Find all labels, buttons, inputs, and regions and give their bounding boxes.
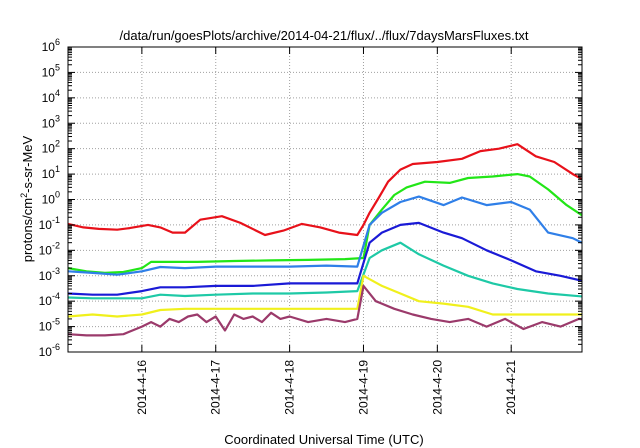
y-axis-label: protons/cm2-s-sr-MeV bbox=[19, 135, 35, 262]
y-tick-label-base: 10 bbox=[39, 243, 53, 257]
y-tick-label: 104 bbox=[42, 88, 60, 105]
x-tick-label: 2014-4-21 bbox=[504, 360, 518, 415]
y-tick-label-base: 10 bbox=[42, 116, 56, 130]
y-tick-label-base: 10 bbox=[42, 167, 56, 181]
y-tick-label-base: 10 bbox=[42, 142, 56, 156]
series-line-3 bbox=[68, 195, 582, 276]
chart-title: /data/run/goesPlots/archive/2014-04-21/f… bbox=[120, 28, 529, 43]
y-tick-label-base: 10 bbox=[42, 91, 56, 105]
y-tick-label-base: 10 bbox=[39, 218, 53, 232]
y-tick-label-exp: 2 bbox=[55, 139, 60, 149]
x-axis-label: Coordinated Universal Time (UTC) bbox=[224, 432, 423, 447]
x-tick-label: 2014-4-16 bbox=[135, 360, 149, 415]
y-tick-label-exp: 6 bbox=[55, 37, 60, 47]
y-tick-label-exp: 0 bbox=[55, 190, 60, 200]
y-tick-label-exp: 4 bbox=[55, 88, 60, 98]
y-tick-label-exp: 1 bbox=[55, 164, 60, 174]
series-line-4 bbox=[68, 221, 582, 296]
x-tick-label: 2014-4-17 bbox=[209, 360, 223, 415]
y-tick-label-base: 10 bbox=[42, 193, 56, 207]
y-axis-label-base: protons/cm bbox=[20, 198, 35, 262]
y-tick-label-exp: 5 bbox=[55, 62, 60, 72]
series-line-5 bbox=[68, 241, 582, 300]
y-tick-label: 10-4 bbox=[39, 291, 60, 308]
y-tick-label: 103 bbox=[42, 113, 60, 130]
y-tick-label: 101 bbox=[42, 164, 60, 181]
y-tick-label: 10-1 bbox=[39, 215, 60, 232]
y-tick-label: 10-5 bbox=[39, 317, 60, 334]
y-tick-label-exp: -5 bbox=[52, 317, 60, 327]
x-tick-label: 2014-4-20 bbox=[430, 360, 444, 415]
y-axis-label-rest: -s-sr-MeV bbox=[20, 135, 35, 192]
series-line-6 bbox=[68, 274, 582, 318]
y-tick-label: 100 bbox=[42, 190, 60, 207]
y-axis-label-sup: 2 bbox=[19, 193, 29, 198]
y-tick-label-exp: 3 bbox=[55, 113, 60, 123]
series-line-1 bbox=[68, 143, 582, 237]
x-tick-label: 2014-4-18 bbox=[283, 360, 297, 415]
y-tick-label-base: 10 bbox=[39, 294, 53, 308]
y-tick-label-exp: -1 bbox=[52, 215, 60, 225]
y-tick-label-base: 10 bbox=[39, 269, 53, 283]
y-tick-label-exp: -4 bbox=[52, 291, 60, 301]
series-group bbox=[68, 143, 582, 337]
y-tick-label-base: 10 bbox=[42, 65, 56, 79]
grid bbox=[68, 47, 582, 352]
y-tick-label: 106 bbox=[42, 37, 60, 54]
plot-frame bbox=[67, 46, 583, 353]
y-tick-label-exp: -6 bbox=[52, 342, 60, 352]
y-tick-label: 105 bbox=[42, 62, 60, 79]
y-tick-label-base: 10 bbox=[42, 40, 56, 54]
y-tick-label: 10-6 bbox=[39, 342, 60, 359]
y-tick-label: 102 bbox=[42, 139, 60, 156]
y-tick-label-exp: -2 bbox=[52, 240, 60, 250]
series-line-7 bbox=[68, 284, 582, 337]
y-tick-label-base: 10 bbox=[39, 320, 53, 334]
axis-ticks: 10-610-510-410-310-210-11001011021031041… bbox=[39, 37, 582, 415]
y-tick-label-base: 10 bbox=[39, 345, 53, 359]
y-tick-label: 10-2 bbox=[39, 240, 60, 257]
y-tick-label: 10-3 bbox=[39, 266, 60, 283]
y-tick-label-exp: -3 bbox=[52, 266, 60, 276]
x-tick-label: 2014-4-19 bbox=[356, 360, 370, 415]
series-line-2 bbox=[68, 173, 582, 274]
